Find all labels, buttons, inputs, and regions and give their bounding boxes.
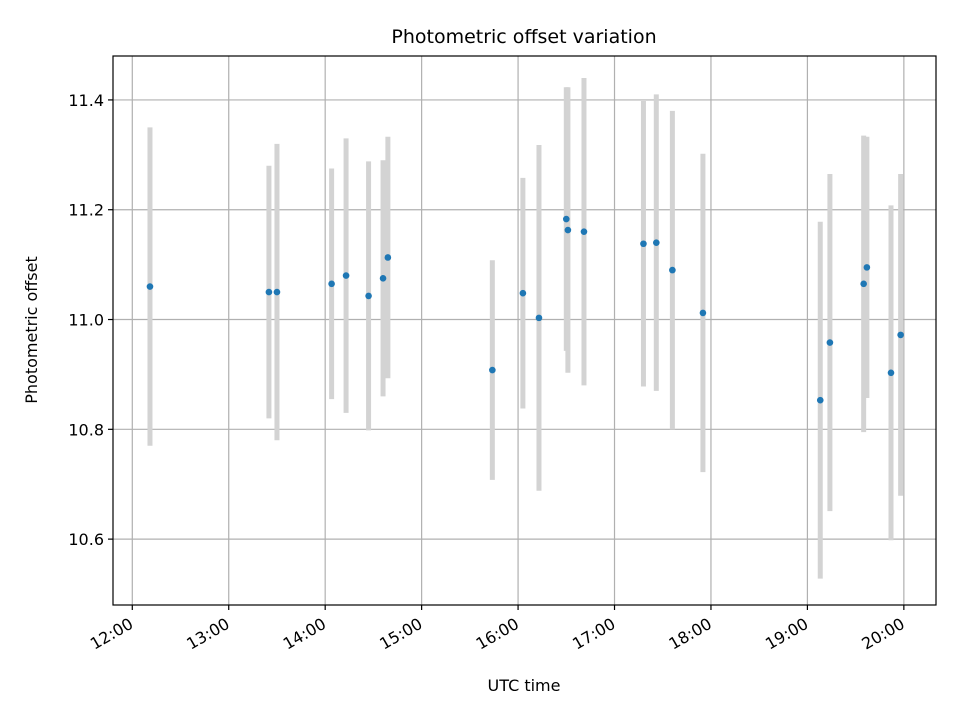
y-tick-label: 11.2 bbox=[68, 201, 104, 220]
data-point bbox=[669, 266, 676, 274]
data-point bbox=[328, 280, 335, 288]
data-point bbox=[535, 314, 543, 322]
data-point bbox=[887, 369, 895, 377]
data-points bbox=[146, 215, 904, 404]
y-tick-label: 11.0 bbox=[68, 311, 104, 330]
data-point bbox=[860, 280, 867, 288]
y-tick-label: 10.8 bbox=[68, 420, 104, 439]
data-point bbox=[816, 396, 824, 404]
data-point bbox=[653, 239, 660, 246]
x-axis-label: UTC time bbox=[488, 676, 561, 695]
data-point bbox=[384, 254, 392, 261]
data-point bbox=[379, 275, 387, 282]
data-point bbox=[489, 366, 496, 374]
chart-title: Photometric offset variation bbox=[391, 26, 656, 48]
y-tick-label: 11.4 bbox=[68, 91, 104, 110]
data-point bbox=[562, 215, 570, 223]
data-point bbox=[564, 226, 572, 234]
data-point bbox=[519, 289, 527, 297]
data-point bbox=[365, 292, 372, 300]
y-tick-label: 10.6 bbox=[68, 530, 104, 549]
data-point bbox=[273, 288, 281, 296]
data-point bbox=[863, 264, 871, 271]
data-point bbox=[640, 240, 647, 248]
data-point bbox=[265, 288, 273, 296]
data-point bbox=[826, 339, 834, 346]
plot-frame bbox=[112, 55, 937, 606]
y-axis-label: Photometric offset bbox=[22, 256, 41, 404]
data-point bbox=[146, 283, 154, 290]
data-point bbox=[580, 228, 588, 235]
y-axis-ticks: 10.6 10.8 11.0 11.2 11.4 bbox=[68, 91, 113, 549]
data-point bbox=[897, 331, 904, 339]
data-point bbox=[699, 309, 707, 317]
data-point bbox=[342, 272, 350, 279]
